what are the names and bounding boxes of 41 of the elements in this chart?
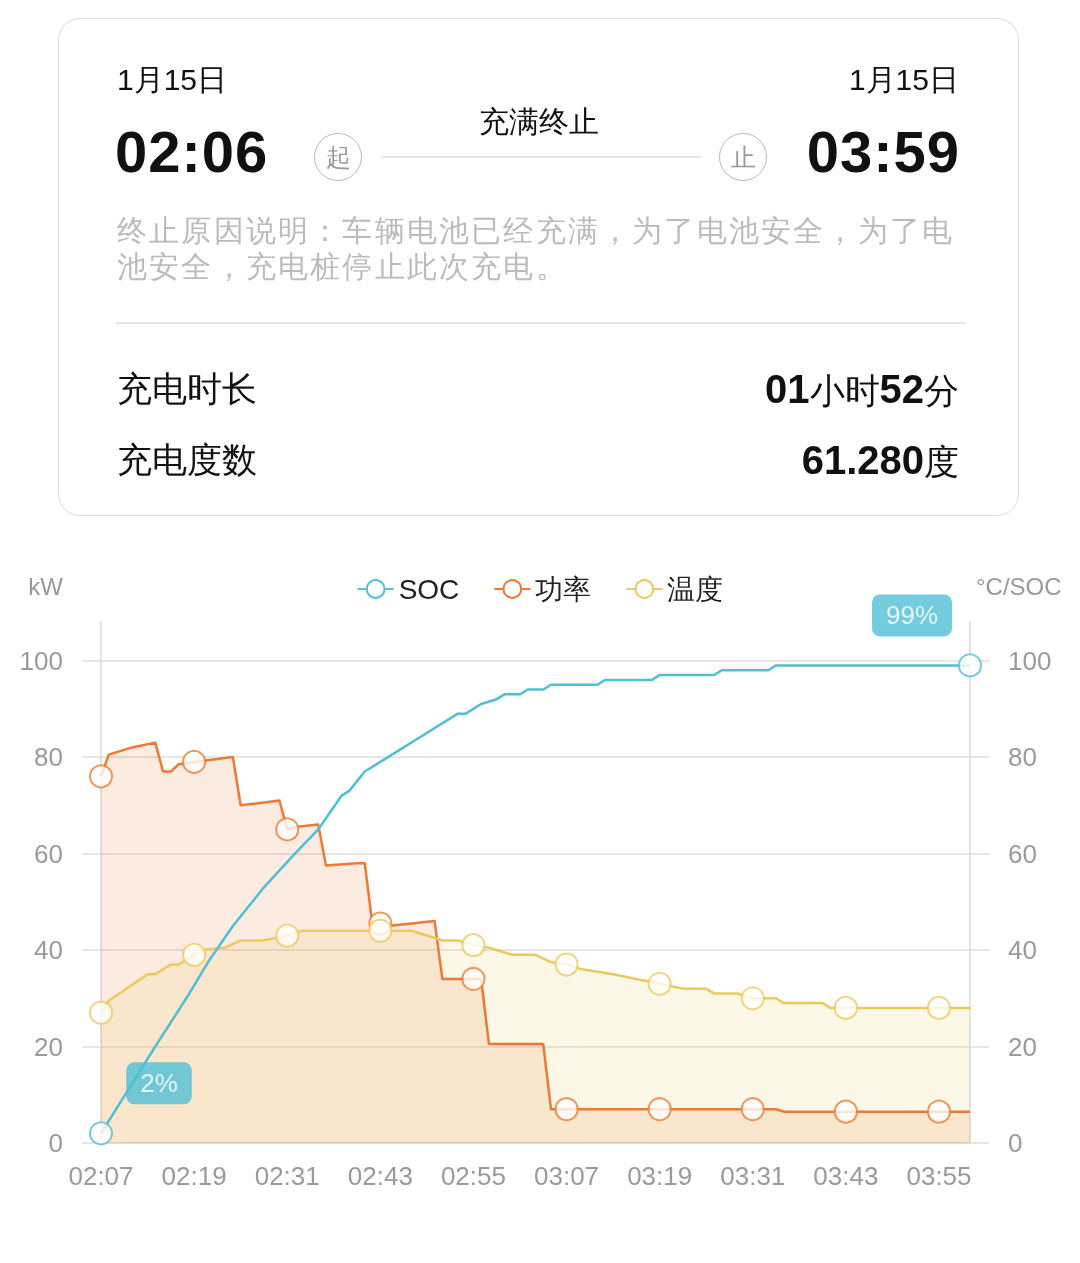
text: 02:06	[115, 119, 269, 186]
text: 充电度数	[117, 440, 257, 481]
text: 1月15日	[117, 63, 228, 98]
y2-axis-title: °C/SOC	[976, 572, 1062, 600]
text: 止	[719, 133, 767, 181]
text: 1月15日	[848, 63, 959, 98]
y-tick-label: 80	[34, 742, 63, 773]
text: 03:59	[806, 119, 960, 186]
legend-label: 温度	[667, 573, 724, 605]
x-tick-label: 03:55	[906, 1161, 972, 1191]
y-axis-title: kW	[28, 572, 64, 600]
y-tick-label: 60	[34, 838, 63, 869]
text: 起	[314, 133, 362, 181]
x-tick-label: 03:31	[720, 1161, 786, 1191]
x-tick-label: 03:19	[627, 1161, 693, 1191]
legend-label: 功率	[535, 573, 592, 605]
x-tick-label: 03:43	[813, 1161, 879, 1191]
x-tick-label: 02:07	[68, 1161, 134, 1191]
y-tick-label: 100	[19, 645, 63, 676]
text: 61.280度	[801, 437, 959, 483]
x-tick-label: 02:31	[254, 1161, 320, 1191]
x-tick-label: 03:07	[534, 1161, 600, 1191]
y2-tick-label: 40	[1008, 935, 1037, 966]
text: 终止原因说明：车辆电池已经充满，为了电池安全，为了电池安全，充电桩停止此次充电。	[117, 213, 956, 285]
y2-tick-label: 60	[1008, 838, 1037, 869]
y-tick-label: 0	[48, 1128, 63, 1158]
y2-tick-label: 0	[1008, 1128, 1023, 1158]
x-tick-label: 02:19	[161, 1161, 227, 1191]
y2-tick-label: 100	[1008, 645, 1052, 676]
text: 01小时52分	[765, 366, 959, 412]
y-tick-label: 40	[34, 935, 63, 966]
text: 充电时长	[117, 369, 257, 410]
y2-tick-label: 80	[1008, 742, 1037, 773]
legend-label: SOC	[398, 573, 460, 605]
x-tick-label: 02:55	[440, 1161, 506, 1191]
text: 充满终止	[478, 105, 599, 138]
data-label: 2%	[140, 1068, 178, 1099]
data-label: 99%	[885, 600, 939, 631]
x-tick-label: 02:43	[347, 1161, 413, 1191]
y2-tick-label: 20	[1008, 1031, 1037, 1062]
y-tick-label: 20	[34, 1031, 63, 1062]
